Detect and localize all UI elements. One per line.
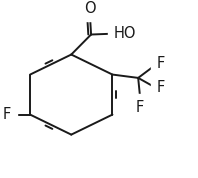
Text: HO: HO <box>114 26 136 41</box>
Text: O: O <box>84 1 95 16</box>
Text: F: F <box>136 100 144 115</box>
Text: F: F <box>3 107 11 122</box>
Text: F: F <box>157 56 165 71</box>
Text: F: F <box>157 80 165 95</box>
